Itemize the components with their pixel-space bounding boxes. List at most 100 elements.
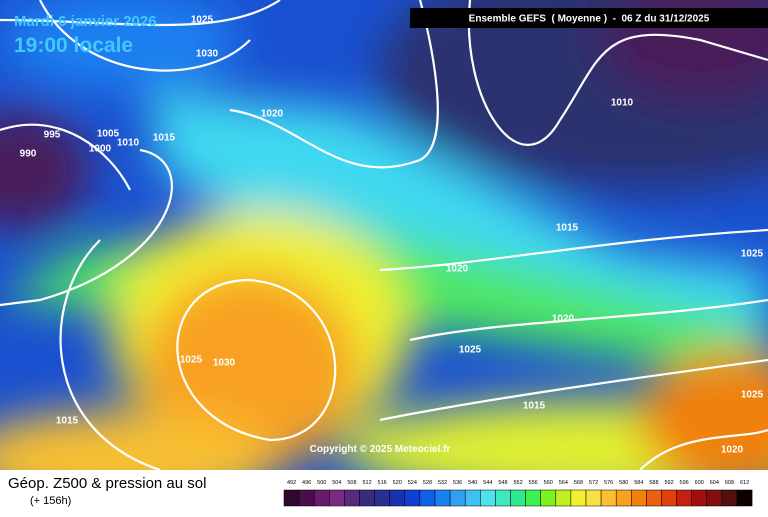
footer-lead: (+ 156h)	[30, 495, 71, 507]
scale-label: 580	[619, 480, 628, 486]
isobar	[39, 0, 251, 72]
isobar-label: 1015	[56, 416, 79, 427]
scale-label: 596	[680, 480, 689, 486]
scale-swatch	[661, 489, 677, 507]
scale-swatch	[691, 489, 708, 507]
isobar-label: 1015	[153, 133, 176, 144]
isobar	[409, 298, 768, 342]
scale-label: 516	[378, 480, 387, 486]
scale-label: 536	[453, 480, 462, 486]
isobar	[379, 228, 768, 272]
date: Mardi 6 janvier 2026	[14, 13, 157, 30]
scale-swatch	[283, 489, 300, 507]
scale-swatch	[495, 489, 511, 507]
scale-label: 528	[423, 480, 432, 486]
isobar-label: 995	[44, 130, 61, 141]
scale-swatch	[344, 489, 360, 507]
scale-swatch	[449, 489, 466, 507]
model-banner	[410, 8, 768, 28]
scale-label: 524	[408, 480, 417, 486]
isobar	[176, 278, 337, 442]
scale-swatch	[721, 489, 738, 507]
scale-label: 592	[664, 480, 673, 486]
scale-label: 604	[710, 480, 719, 486]
isobar	[0, 0, 281, 27]
scale-swatch	[389, 489, 406, 507]
scale-swatch	[419, 489, 436, 507]
scale-swatch	[676, 489, 692, 507]
scale-label: 552	[513, 480, 522, 486]
copyright: Copyright © 2025 Meteociel.fr	[310, 444, 451, 455]
scale-label: 584	[634, 480, 643, 486]
scale-label: 520	[393, 480, 402, 486]
scale-label: 492	[287, 480, 296, 486]
scale-swatch	[555, 489, 572, 507]
model-info: Ensemble GEFS ( Moyenne ) - 06 Z du 31/1…	[469, 14, 710, 25]
scale-label: 540	[468, 480, 477, 486]
isobar-label: 1020	[721, 445, 744, 456]
scale-swatch	[359, 489, 375, 507]
scale-label: 576	[604, 480, 613, 486]
scale-label: 588	[649, 480, 658, 486]
isobar-label: 1000	[89, 144, 112, 155]
scale-swatch	[646, 489, 662, 507]
scale-label: 548	[498, 480, 507, 486]
isobar-label: 1015	[523, 401, 546, 412]
isobar	[639, 428, 768, 471]
isobar-label: 1025	[191, 15, 214, 26]
isobar	[0, 123, 131, 191]
scale-label: 612	[740, 480, 749, 486]
scale-swatch	[615, 489, 632, 507]
isobar-label: 1015	[556, 223, 579, 234]
isobar-label: 1010	[611, 98, 634, 109]
isobar-label: 990	[20, 149, 37, 160]
scale-swatch	[510, 489, 526, 507]
scale-label: 512	[362, 480, 371, 486]
isobar-label: 1005	[97, 129, 120, 140]
footer-title: Géop. Z500 & pression au sol	[8, 475, 206, 492]
scale-label: 572	[589, 480, 598, 486]
isobar-label: 1025	[180, 355, 203, 366]
scale-swatch	[540, 489, 557, 507]
isobars	[0, 0, 768, 472]
scale-swatch	[631, 489, 647, 507]
isobar-label: 1010	[117, 138, 140, 149]
scale-label: 608	[725, 480, 734, 486]
isobar-label: 1025	[741, 390, 764, 401]
scale-swatch	[298, 489, 315, 507]
scale-label: 556	[529, 480, 538, 486]
scale-swatch	[706, 489, 723, 507]
scale-label: 496	[302, 480, 311, 486]
scale-label: 532	[438, 480, 447, 486]
isobar-label: 1025	[459, 345, 482, 356]
isobar	[229, 0, 439, 169]
scale-swatch	[570, 489, 587, 507]
isobar-label: 1020	[261, 109, 284, 120]
scale-label: 600	[695, 480, 704, 486]
scale-swatch	[480, 489, 496, 507]
isobar-label: 1020	[446, 264, 469, 275]
isobar	[59, 239, 161, 472]
scale-swatch	[600, 489, 617, 507]
local-time: 19:00 locale	[14, 34, 133, 57]
isobar-label: 1025	[741, 249, 764, 260]
scale-swatch	[374, 489, 390, 507]
scale-label: 568	[574, 480, 583, 486]
scale-label: 544	[483, 480, 492, 486]
isobar-label: 1030	[213, 358, 236, 369]
isobar	[0, 148, 173, 307]
scale-swatch	[525, 489, 541, 507]
scale-swatch	[329, 489, 345, 507]
scale-label: 564	[559, 480, 568, 486]
scale-label: 504	[332, 480, 341, 486]
isobar	[467, 0, 768, 146]
isobar-label: 1020	[552, 314, 575, 325]
scale-swatch	[464, 489, 481, 507]
isobar-label: 1030	[196, 49, 219, 60]
scale-swatch	[736, 489, 753, 507]
scale-swatch	[404, 489, 421, 507]
scale-label: 500	[317, 480, 326, 486]
